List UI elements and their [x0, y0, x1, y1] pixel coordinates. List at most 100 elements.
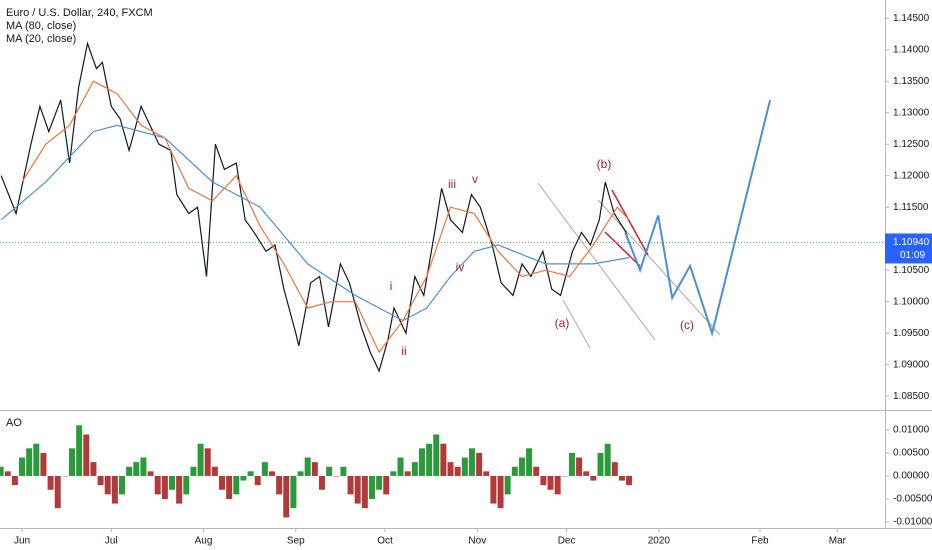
ao-bar	[133, 462, 140, 476]
y-tick-label: 0.00500	[893, 448, 930, 459]
ao-bar	[161, 475, 168, 499]
countdown-label: 01:09	[900, 250, 925, 261]
ao-bar	[204, 448, 211, 476]
ao-bar	[411, 462, 418, 476]
legend-entry: MA (20, close)	[6, 33, 76, 45]
y-tick-label: 1.13000	[893, 107, 930, 118]
ao-bar	[283, 475, 290, 518]
ao-bar	[240, 475, 247, 481]
ao-bar	[119, 475, 126, 495]
ao-bar	[33, 443, 40, 476]
ao-bar	[404, 471, 411, 476]
ao-bar	[76, 425, 83, 476]
ao-bar	[276, 475, 283, 495]
y-tick-label: 1.12500	[893, 139, 930, 150]
ao-bar	[576, 457, 583, 476]
x-tick-label: Oct	[377, 536, 393, 547]
x-tick-label: Dec	[558, 536, 576, 547]
ao-bar	[583, 471, 590, 476]
ao-bar	[433, 434, 440, 476]
series-line	[624, 99, 772, 337]
chart-title: Euro / U.S. Dollar, 240, FXCM	[6, 7, 153, 19]
ao-bar	[176, 475, 183, 504]
ao-bar	[626, 475, 633, 486]
ao-bar	[547, 475, 554, 490]
y-tick-label: 1.12000	[893, 170, 930, 181]
ao-bar	[483, 471, 490, 476]
x-tick-label: Sep	[287, 536, 305, 547]
wave-label: (c)	[680, 318, 694, 332]
ao-bar	[147, 471, 154, 476]
y-tick-label: 1.14000	[893, 44, 930, 55]
ao-bar	[511, 466, 518, 476]
channel-line	[562, 299, 591, 349]
ao-bar	[497, 475, 504, 509]
plot: 1.08500 1.09000 1.09500 1.10000 1.10500 1.115…	[0, 13, 932, 547]
channel-line	[537, 182, 656, 341]
ao-bar	[340, 466, 347, 476]
ao-bar	[526, 448, 533, 476]
ao-bar	[69, 448, 76, 476]
ao-bar	[297, 471, 304, 476]
ao-bar	[476, 452, 483, 476]
ao-bar	[333, 475, 340, 477]
ao-bar	[104, 475, 111, 495]
wedge-line	[611, 189, 649, 256]
ao-bar	[611, 462, 618, 476]
ao-bar	[47, 475, 54, 490]
wave-label: iii	[448, 177, 456, 191]
ao-bar	[554, 475, 561, 495]
ao-bar	[218, 475, 225, 490]
ao-bar	[447, 462, 454, 476]
ao-bar	[247, 471, 254, 476]
ao-bar	[590, 475, 597, 481]
price-line	[0, 41, 630, 373]
wave-label: iv	[456, 260, 465, 274]
y-tick-label: -0.01000	[893, 517, 932, 528]
ao-bar	[90, 462, 97, 476]
wedge-line	[604, 231, 641, 267]
ao-bar	[183, 475, 190, 495]
ao-bar	[604, 443, 611, 476]
ao-bar	[111, 475, 118, 504]
y-tick-label: 1.10500	[893, 265, 930, 276]
ao-bar	[290, 475, 297, 509]
ao-bar	[261, 462, 268, 476]
wave-label: (b)	[597, 157, 612, 171]
x-tick-label: Aug	[195, 536, 213, 547]
ao-bar	[318, 475, 325, 490]
drawings	[537, 182, 721, 349]
y-tick-label: 0.01000	[893, 425, 930, 436]
ao-bar	[11, 475, 18, 486]
x-tick-label: Jul	[105, 536, 118, 547]
y-tick-label: 1.13500	[893, 76, 930, 87]
ao-bar	[540, 475, 547, 486]
ao-bar	[83, 434, 90, 476]
ao-bar	[0, 466, 4, 476]
ao-bar	[97, 475, 104, 486]
ao-bar	[126, 466, 133, 476]
ao-bar	[140, 457, 147, 476]
ao-bar	[454, 466, 461, 476]
ao-bar	[361, 475, 368, 509]
wave-label: v	[472, 172, 478, 186]
ao-bar	[368, 475, 375, 499]
channel-line	[597, 199, 721, 336]
ao-bar	[518, 457, 525, 476]
y-tick-label: 1.09000	[893, 359, 930, 370]
ao-bar	[211, 466, 218, 476]
ao-bar	[19, 457, 26, 476]
y-tick-label: 0.00000	[893, 471, 930, 482]
x-tick-label: Feb	[751, 536, 769, 547]
ao-bar	[268, 471, 275, 476]
series-line	[21, 80, 630, 354]
ao-bar	[197, 443, 204, 476]
ao-bar	[226, 475, 233, 499]
ao-bar	[390, 471, 397, 476]
ao-bar	[169, 475, 176, 490]
ao-bar	[154, 475, 161, 495]
ao-bar	[4, 471, 11, 476]
ao-bar	[383, 475, 390, 495]
ao-bar	[190, 466, 197, 476]
